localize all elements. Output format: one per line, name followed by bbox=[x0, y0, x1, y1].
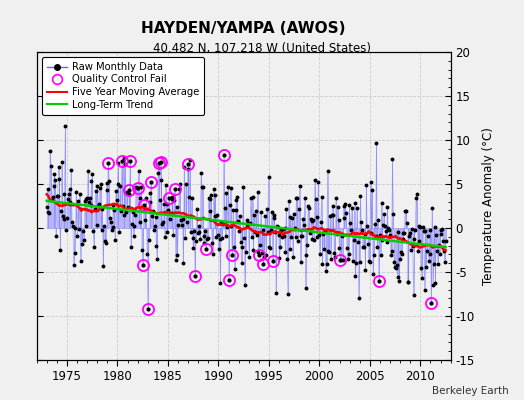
Title: HAYDEN/YAMPA (AWOS): HAYDEN/YAMPA (AWOS) bbox=[141, 20, 346, 36]
Y-axis label: Temperature Anomaly (°C): Temperature Anomaly (°C) bbox=[482, 127, 495, 285]
Legend: Raw Monthly Data, Quality Control Fail, Five Year Moving Average, Long-Term Tren: Raw Monthly Data, Quality Control Fail, … bbox=[42, 57, 204, 114]
Text: 40.482 N, 107.218 W (United States): 40.482 N, 107.218 W (United States) bbox=[153, 42, 371, 55]
Text: Berkeley Earth: Berkeley Earth bbox=[432, 386, 508, 396]
